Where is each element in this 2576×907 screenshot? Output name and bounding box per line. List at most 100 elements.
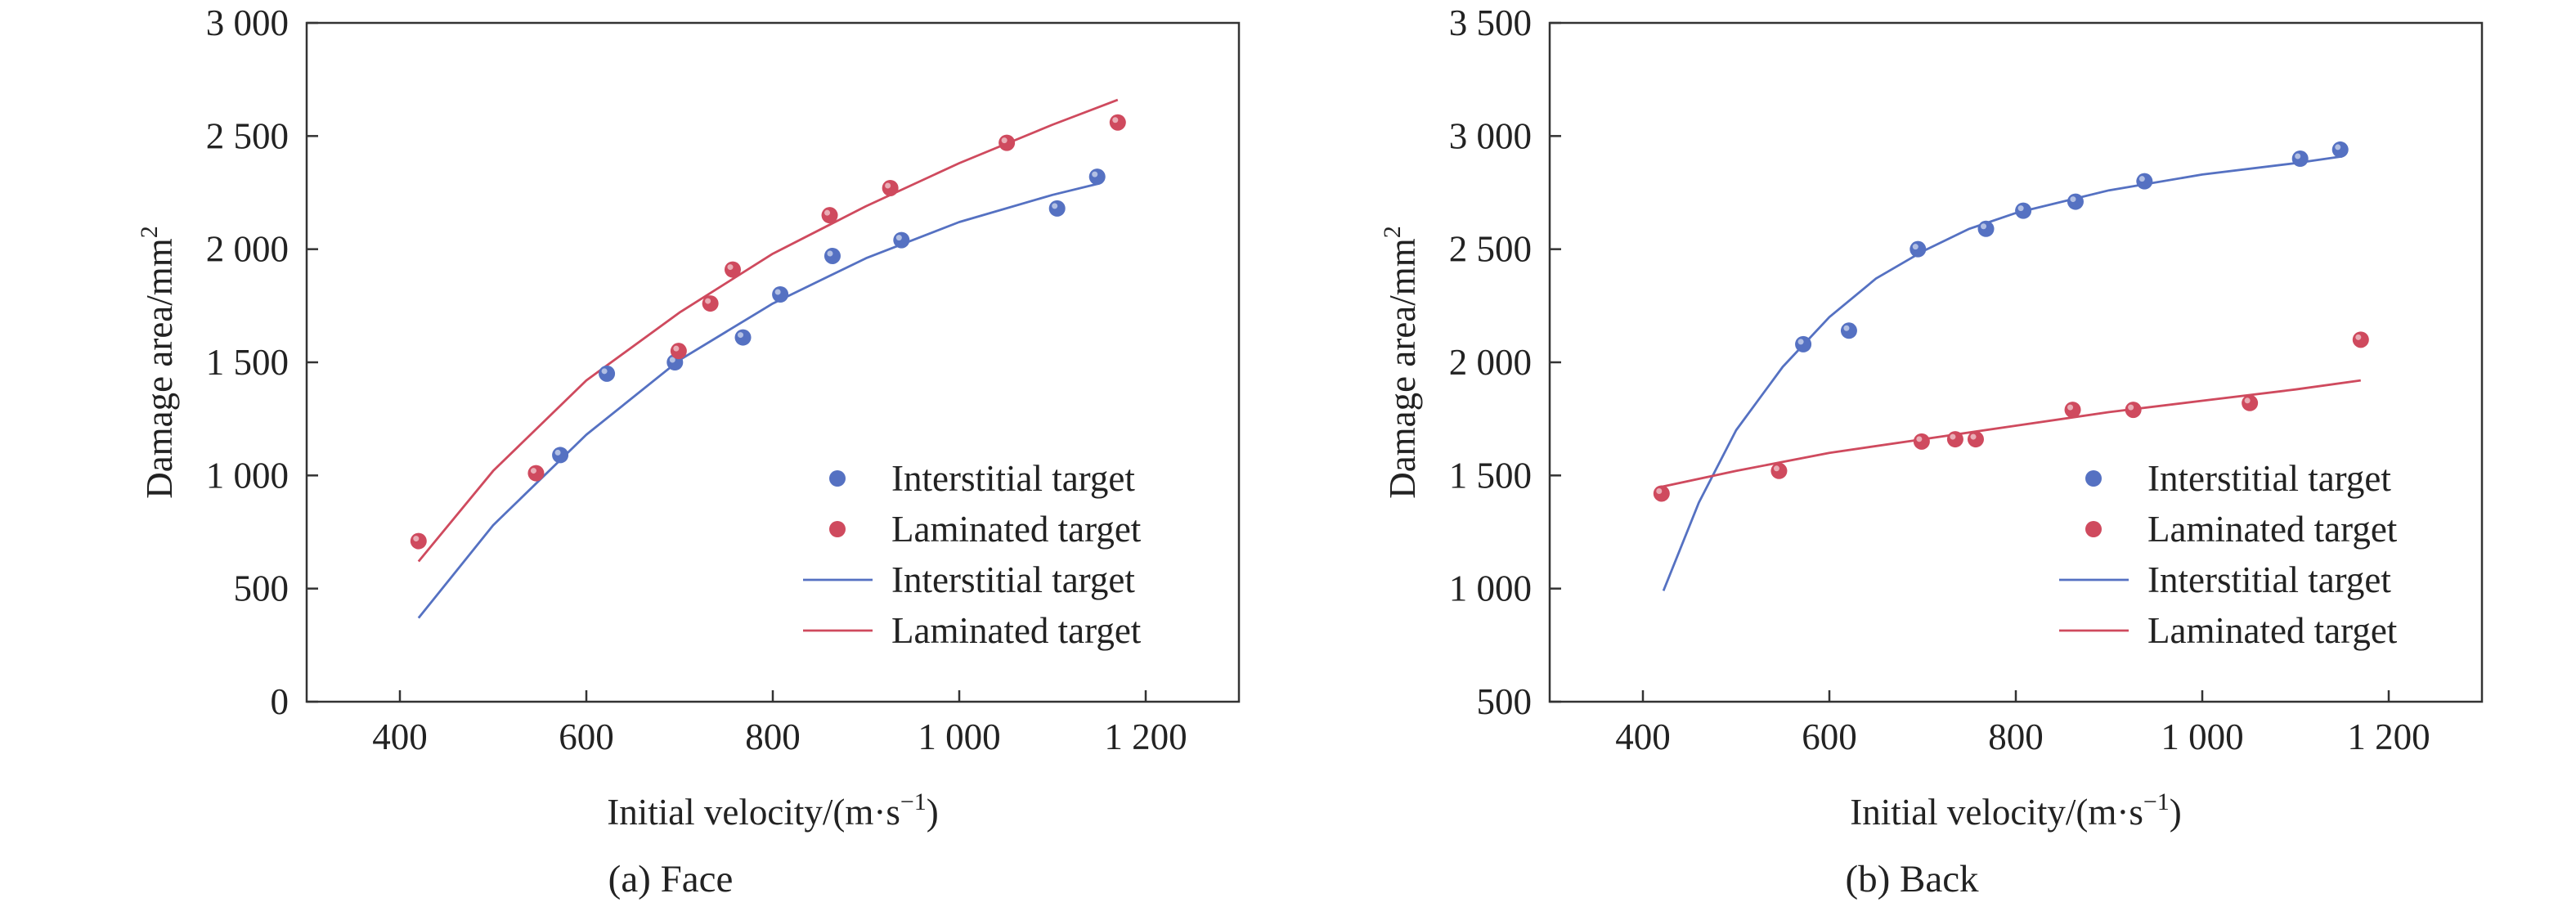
y-tick-label: 1 500: [1449, 455, 1532, 496]
fit-line-laminated: [417, 98, 1119, 563]
panel-caption: (b) Back: [1845, 858, 1979, 900]
data-point-laminated: [2352, 331, 2369, 348]
y-tick-label: 500: [234, 568, 289, 609]
data-point-laminated: [1967, 431, 1984, 448]
panel-face: 400 600 800 1 000 1 200 0 500 1 000 1 500 2 000 2 …: [136, 2, 1241, 900]
data-point-laminated: [724, 261, 741, 278]
data-point-highlight: [554, 449, 561, 456]
data-point-interstitial: [772, 286, 789, 303]
data-point-highlight: [2070, 196, 2076, 203]
data-point-laminated: [1109, 114, 1126, 131]
data-point-highlight: [2128, 404, 2134, 411]
data-point-laminated: [702, 295, 719, 312]
x-tick-label: 1 200: [1104, 716, 1187, 757]
legend-label: Laminated target: [891, 509, 1142, 550]
data-point-highlight: [1797, 339, 1804, 345]
legend-marker-laminated: [2085, 521, 2102, 537]
data-point-highlight: [673, 345, 680, 352]
legend-label: Interstitial target: [2147, 559, 2391, 600]
data-point-laminated: [999, 134, 1016, 151]
data-point-interstitial: [1977, 220, 1995, 237]
legend-label: Laminated target: [2147, 509, 2398, 550]
legend-label: Interstitial target: [891, 458, 1135, 499]
data-point-highlight: [2138, 176, 2145, 182]
data-point-laminated: [527, 465, 545, 482]
y-tick-label: 1 000: [1449, 568, 1532, 609]
legend-label: Interstitial target: [2147, 458, 2391, 499]
data-point-highlight: [1912, 244, 1919, 250]
data-point-highlight: [774, 289, 781, 295]
x-tick-label: 800: [745, 716, 801, 757]
legend-marker-interstitial: [2085, 470, 2102, 487]
data-point-interstitial: [2136, 173, 2153, 190]
x-tick-label: 1 200: [2347, 716, 2430, 757]
data-point-highlight: [738, 332, 744, 339]
legend-label: Laminated target: [891, 610, 1142, 651]
y-tick-label: 3 000: [206, 2, 289, 43]
data-point-interstitial: [552, 447, 569, 464]
data-point-interstitial: [1795, 335, 1812, 352]
data-point-highlight: [2067, 404, 2074, 411]
y-tick-label: 500: [1477, 681, 1533, 722]
data-point-highlight: [824, 209, 831, 216]
y-tick-label: 2 500: [1449, 229, 1532, 270]
data-point-highlight: [895, 235, 902, 241]
data-point-laminated: [1653, 485, 1670, 502]
x-tick-label: 800: [1988, 716, 2044, 757]
y-tick-label: 2 500: [206, 115, 289, 156]
legend-label: Interstitial target: [891, 559, 1135, 600]
data-point-highlight: [1773, 465, 1779, 472]
data-point-highlight: [601, 368, 608, 375]
x-axis-title: Initial velocity/(m·s−1): [607, 788, 939, 833]
data-point-laminated: [1946, 431, 1963, 448]
x-tick-label: 600: [559, 716, 614, 757]
data-point-highlight: [1916, 436, 1923, 442]
data-point-laminated: [1770, 462, 1788, 479]
data-point-laminated: [2242, 394, 2259, 411]
y-axis-title: Damage area/mm2: [1379, 226, 1423, 499]
data-point-highlight: [827, 250, 833, 257]
data-point-highlight: [1970, 433, 1977, 440]
data-point-laminated: [1913, 433, 1930, 450]
fit-line-interstitial: [417, 182, 1100, 619]
data-point-highlight: [1950, 433, 1956, 440]
legend-marker-laminated: [829, 521, 846, 537]
x-axis-title: Initial velocity/(m·s−1): [1850, 788, 2182, 833]
data-point-highlight: [413, 536, 420, 542]
x-tick-label: 1 000: [2161, 716, 2243, 757]
fit-line-laminated: [1661, 379, 2361, 488]
y-tick-label: 3 000: [1449, 115, 1532, 156]
data-point-highlight: [1656, 487, 1663, 494]
panel-back: 400 600 800 1 000 1 200 500 1 000 1 500 2 000 2 5…: [1379, 2, 2484, 900]
y-axis-title: Damage area/mm2: [136, 226, 180, 499]
x-tick-label: 1 000: [918, 716, 1000, 757]
data-point-laminated: [821, 207, 838, 224]
data-point-interstitial: [599, 365, 616, 382]
data-point-highlight: [1052, 203, 1058, 209]
x-tick-label: 600: [1802, 716, 1857, 757]
data-point-highlight: [727, 264, 734, 271]
data-point-highlight: [2017, 205, 2024, 212]
y-tick-label: 1 500: [206, 342, 289, 383]
data-point-interstitial: [893, 231, 910, 249]
legend: Interstitial target Laminated target Inter…: [2059, 458, 2398, 651]
data-point-interstitial: [1910, 240, 1927, 258]
x-tick-label: 400: [372, 716, 428, 757]
data-point-interstitial: [1088, 168, 1106, 186]
data-point-highlight: [705, 298, 711, 304]
panel-caption: (a) Face: [608, 858, 734, 900]
data-point-highlight: [1981, 223, 1987, 230]
data-point-interstitial: [1048, 200, 1066, 217]
legend: Interstitial target Laminated target Inter…: [803, 458, 1142, 651]
data-point-highlight: [1092, 171, 1098, 177]
data-point-interstitial: [2331, 141, 2349, 158]
data-point-laminated: [2125, 402, 2142, 419]
data-point-laminated: [670, 343, 687, 360]
data-point-interstitial: [1840, 322, 1857, 339]
data-point-highlight: [2244, 397, 2251, 404]
data-point-highlight: [2355, 334, 2362, 340]
y-tick-label: 2 000: [1449, 342, 1532, 383]
data-point-highlight: [1001, 137, 1008, 144]
data-point-highlight: [669, 357, 675, 363]
